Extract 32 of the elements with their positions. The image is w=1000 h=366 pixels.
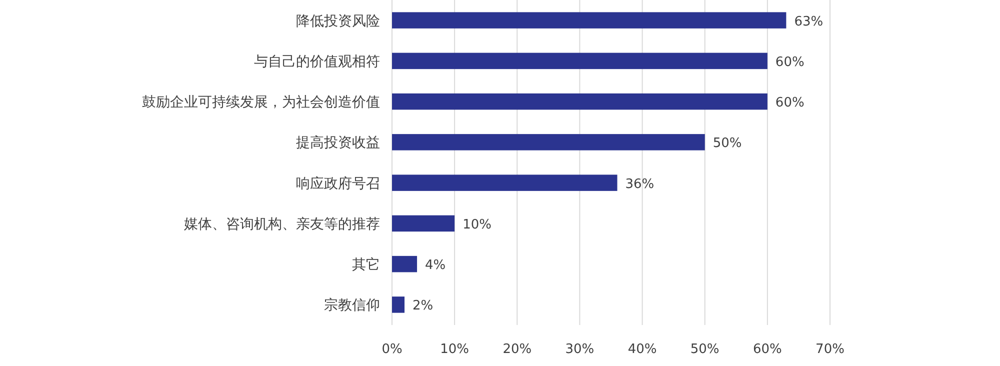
data-label: 2% — [412, 298, 434, 314]
bar — [392, 134, 705, 150]
y-tick-label: 降低投资风险 — [296, 13, 380, 30]
data-label: 4% — [425, 258, 446, 274]
bar — [392, 93, 768, 110]
data-label: 60% — [775, 54, 804, 70]
bar — [392, 52, 768, 70]
bar — [392, 12, 786, 28]
data-label: 10% — [462, 217, 492, 232]
data-label: 63% — [794, 14, 824, 30]
data-label: 36% — [625, 176, 654, 192]
y-tick-label: 宗教信仰 — [324, 298, 380, 314]
y-tick-label: 媒体、咨询机构、亲友等的推荐 — [184, 216, 380, 232]
x-tick-label: 30% — [565, 342, 594, 357]
y-tick-label: 响应政府号召 — [296, 176, 380, 192]
y-tick-label: 鼓励企业可持续发展，为社会创造价值 — [142, 94, 380, 111]
x-tick-label: 20% — [502, 342, 532, 357]
bar — [392, 174, 618, 191]
x-tick-label: 50% — [690, 342, 720, 357]
x-tick-label: 10% — [440, 342, 470, 357]
y-tick-label: 提高投资收益 — [296, 135, 380, 152]
x-tick-label: 70% — [816, 342, 844, 357]
x-tick-label: 40% — [628, 342, 657, 357]
bar — [392, 256, 418, 272]
x-tick-label: 0% — [382, 342, 402, 357]
x-tick-label: 60% — [752, 342, 782, 357]
y-tick-label: 与自己的价值观相符 — [254, 54, 380, 70]
bar — [392, 296, 405, 313]
data-label: 50% — [712, 136, 742, 152]
data-label: 60% — [775, 96, 804, 111]
y-tick-label: 其它 — [352, 257, 380, 274]
bar — [392, 215, 455, 232]
